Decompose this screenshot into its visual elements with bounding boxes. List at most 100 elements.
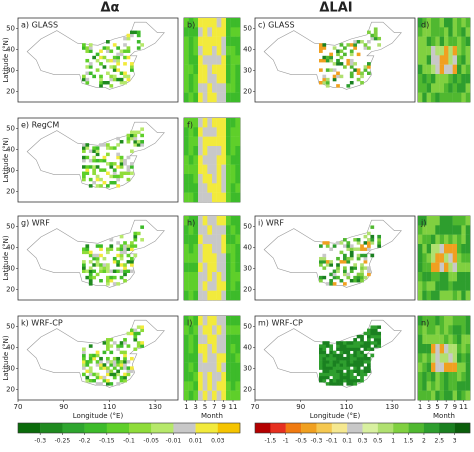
- heat-cell: [422, 64, 427, 75]
- heat-cell: [202, 118, 208, 128]
- colorbar-swatch: [439, 423, 455, 433]
- heat-cell: [465, 244, 471, 254]
- heat-cell: [193, 92, 199, 103]
- map-cell: [82, 260, 86, 264]
- heat-cell: [184, 281, 189, 291]
- month-tick-label: 11: [229, 403, 238, 411]
- heat-cell: [184, 372, 189, 382]
- heat-cell: [448, 55, 453, 65]
- map-cell: [332, 356, 337, 361]
- map-cell: [88, 360, 93, 364]
- map-cell: [325, 353, 330, 358]
- heat-cell: [184, 262, 189, 273]
- colorbar-tick-label: 1: [391, 438, 395, 445]
- heat-cell: [198, 225, 203, 235]
- heat-cell: [439, 234, 445, 245]
- colorbar-swatch: [347, 423, 363, 433]
- heat-cell: [198, 36, 203, 47]
- heat-cell: [422, 27, 427, 37]
- heat-cell: [444, 290, 449, 301]
- map-cell: [102, 266, 107, 270]
- map-cell: [356, 353, 361, 358]
- heat-cell: [426, 27, 432, 37]
- map-cell: [95, 58, 100, 63]
- heat-cell: [422, 225, 427, 235]
- heat-cell: [448, 74, 453, 84]
- map-cell: [322, 74, 327, 79]
- heat-cell: [212, 281, 217, 291]
- heat-cell: [216, 272, 222, 282]
- map-cell: [82, 158, 86, 163]
- heat-cell: [207, 353, 213, 363]
- map-cell: [349, 341, 354, 345]
- map-cell: [363, 366, 368, 370]
- lat-tick-label: 30: [243, 365, 252, 373]
- map-cell: [367, 247, 371, 251]
- heat-cell: [422, 290, 427, 301]
- map-cell: [109, 238, 114, 242]
- map-cell: [133, 143, 138, 147]
- heat-cell: [221, 234, 227, 245]
- map-cell: [346, 256, 351, 261]
- heat-cell: [457, 36, 462, 47]
- map-cell: [88, 43, 93, 47]
- heat-cell: [439, 225, 445, 235]
- lat-tick-label: 30: [6, 167, 15, 175]
- heat-cell: [207, 118, 213, 128]
- month-tick-label: 11: [459, 403, 468, 411]
- map-cell: [349, 253, 354, 258]
- heat-cell: [198, 136, 203, 147]
- heat-cell: [207, 192, 213, 203]
- heat-cell: [202, 46, 208, 56]
- map-cell: [99, 266, 103, 270]
- heat-cell: [230, 192, 236, 203]
- panel-label: e) RegCM: [21, 121, 59, 130]
- map-cell: [346, 58, 351, 63]
- heat-cell: [452, 262, 458, 273]
- heat-cell: [448, 372, 453, 382]
- map-cell: [88, 177, 93, 182]
- heat-cell: [188, 92, 194, 103]
- colorbar-swatch: [217, 423, 241, 433]
- heat-cell: [422, 234, 427, 245]
- map-cell: [82, 174, 86, 179]
- lat-tick-label: 30: [6, 365, 15, 373]
- map-cell: [332, 379, 337, 383]
- map-cell: [106, 266, 110, 270]
- heat-cell: [431, 253, 436, 263]
- lat-tick-label: 30: [6, 265, 15, 273]
- map-cell: [349, 58, 354, 63]
- map-cell: [325, 81, 330, 85]
- heat-cell: [198, 118, 203, 128]
- heat-cell: [188, 281, 194, 291]
- map-cell: [112, 275, 117, 280]
- map-cell: [109, 382, 114, 386]
- map-cell: [329, 347, 334, 351]
- map-cell: [349, 382, 354, 386]
- heat-cell: [221, 253, 227, 263]
- map-cell: [336, 379, 340, 383]
- heat-cell: [235, 118, 241, 128]
- heat-cell: [426, 344, 432, 354]
- heat-cell: [202, 216, 208, 226]
- map-cell: [116, 282, 121, 286]
- heat-cell: [207, 381, 213, 391]
- map-cell: [106, 49, 110, 53]
- heat-cell: [461, 244, 466, 254]
- heat-cell: [226, 164, 231, 175]
- map-cell: [85, 143, 90, 147]
- map-cell: [92, 158, 97, 163]
- map-cell: [370, 225, 375, 229]
- map-cell: [119, 363, 124, 367]
- map-cell: [367, 341, 371, 345]
- map-cell: [112, 260, 117, 264]
- map-cell: [95, 184, 100, 188]
- heat-cell: [188, 18, 194, 28]
- heat-cell: [226, 64, 231, 75]
- heat-cell: [226, 136, 231, 147]
- map-cell: [119, 174, 124, 179]
- heat-cell: [202, 262, 208, 273]
- heat-cell: [207, 234, 213, 245]
- heat-cell: [418, 272, 423, 282]
